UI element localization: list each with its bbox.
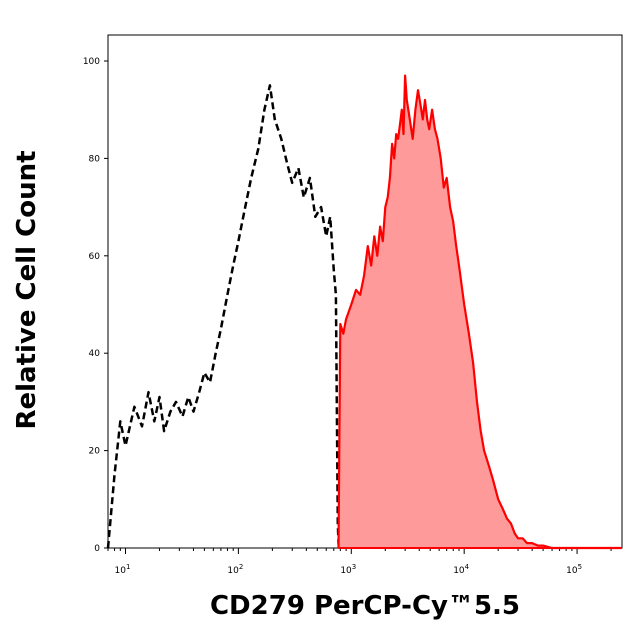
x-tick-label: 104	[453, 563, 469, 576]
y-tick-label: 100	[83, 57, 100, 67]
series-line-control	[106, 84, 341, 549]
y-tick-label: 60	[89, 252, 101, 262]
x-axis-ticks: 101 102 103 104 105	[107, 548, 612, 576]
x-tick-label: 102	[227, 563, 243, 576]
x-axis-title: CD279 PerCP-Cy™5.5	[210, 591, 520, 621]
y-tick-label: 0	[94, 544, 100, 554]
series-fill-cd279	[338, 75, 622, 548]
x-tick-label: 103	[340, 563, 356, 576]
series-layer	[106, 74, 622, 550]
y-axis-ticks: 0 20 40 60 80 100	[83, 57, 108, 554]
x-tick-label: 101	[115, 563, 131, 576]
y-tick-label: 20	[89, 447, 101, 457]
y-tick-label: 80	[89, 154, 101, 164]
y-axis-title: Relative Cell Count	[12, 150, 42, 429]
series-line-cd279	[337, 74, 622, 550]
x-tick-label: 105	[566, 563, 582, 576]
y-tick-label: 40	[89, 349, 101, 359]
